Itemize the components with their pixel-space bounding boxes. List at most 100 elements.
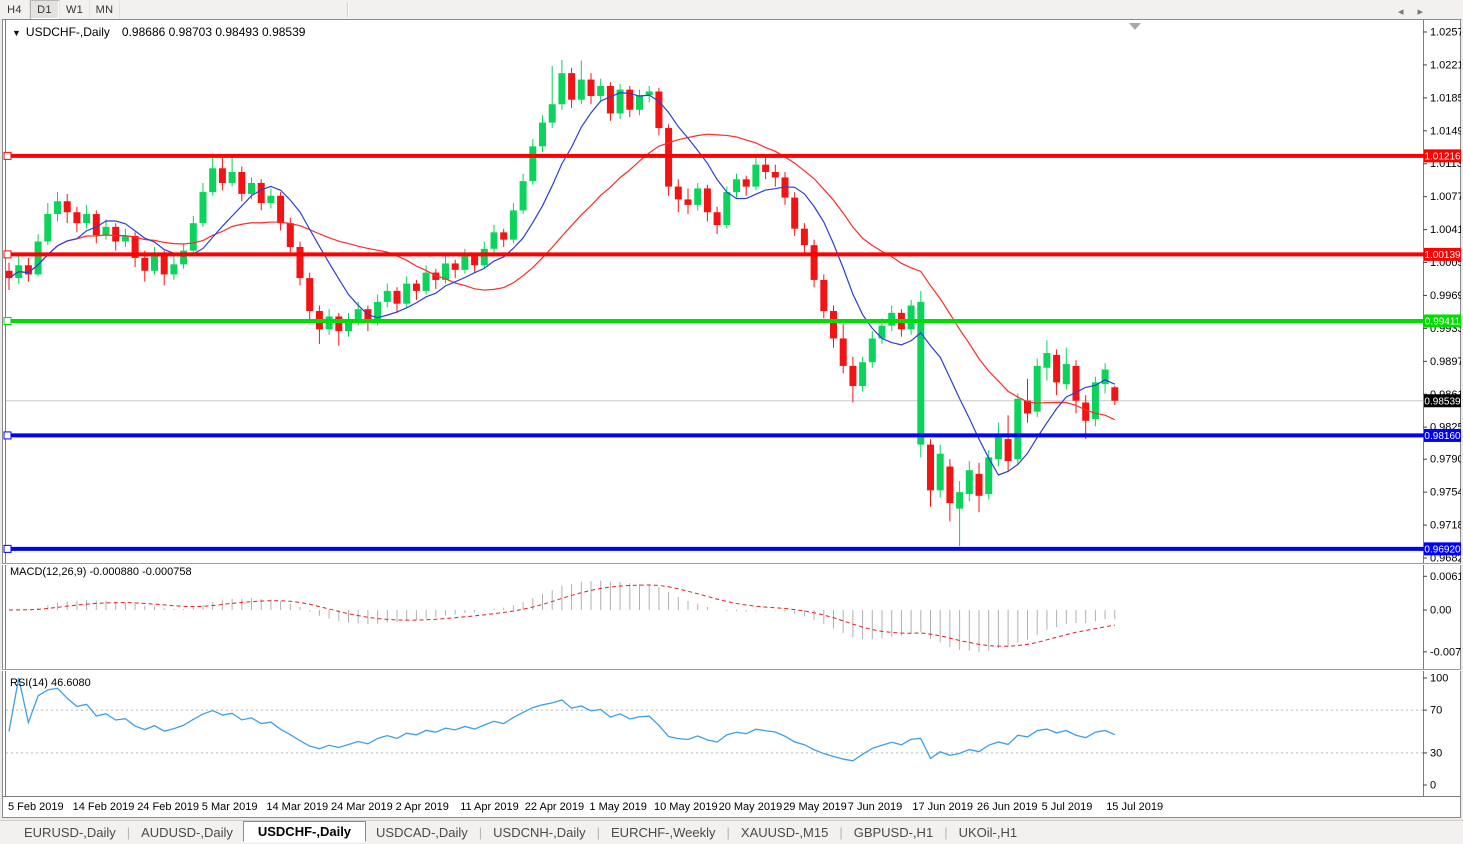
macd-histogram [18, 580, 1116, 652]
tab-divider: | [126, 825, 131, 840]
candle-body [820, 279, 828, 312]
one-click-trading-icon[interactable]: ▼ [12, 28, 21, 38]
candle-body [83, 214, 91, 224]
candle-body [868, 338, 876, 363]
timeframe-button-h4[interactable]: H4 [0, 0, 30, 19]
candle-body [364, 309, 372, 322]
candle-body [63, 201, 71, 213]
candle-body [558, 73, 566, 105]
candle-body [393, 290, 401, 304]
candle-body [539, 122, 546, 147]
svg-text:0.98539: 0.98539 [1424, 396, 1461, 407]
tab-scroll-arrows: ◂▸ [1398, 5, 1437, 18]
candle-body [694, 188, 702, 205]
date-axis-label: 24 Feb 2019 [137, 801, 199, 813]
candle-body [160, 254, 168, 275]
price-level-badge: 0.98160 [1424, 428, 1461, 442]
candle-body [1091, 382, 1099, 419]
svg-text:1.00139: 1.00139 [1424, 250, 1461, 261]
window-border [2, 19, 1461, 818]
candle-body [490, 232, 498, 249]
price-axis-label: 1.00410 [1430, 224, 1461, 236]
candle-body [839, 338, 847, 366]
price-axis-label: 1.00770 [1430, 191, 1461, 203]
timeframe-button-w1[interactable]: W1 [60, 0, 90, 19]
date-axis-label: 14 Mar 2019 [266, 801, 328, 813]
tab-usdchf-daily[interactable]: USDCHF-,Daily [242, 821, 367, 842]
chart-frames [2, 19, 1461, 818]
shift-end-marker-icon[interactable] [1129, 23, 1141, 30]
tab-ukoil-h1[interactable]: UKOil-,H1 [958, 825, 1018, 840]
candle-body [752, 164, 760, 187]
candle-body [73, 212, 81, 224]
line-anchor-handle[interactable] [3, 316, 12, 325]
candle-body [994, 437, 1002, 460]
svg-text:1.01216: 1.01216 [1424, 151, 1461, 162]
candle-body [180, 250, 188, 265]
tab-divider: | [478, 825, 483, 840]
date-axis-label: 10 May 2019 [654, 801, 718, 813]
candle-body [199, 192, 207, 224]
rsi-axis-label: 100 [1430, 673, 1448, 685]
candle-body [1111, 387, 1119, 401]
candle-body [655, 91, 663, 129]
candle-body [345, 320, 352, 332]
rsi-axis-label: 0 [1430, 780, 1436, 792]
date-axis-label: 29 May 2019 [783, 801, 847, 813]
date-axis[interactable]: 5 Feb 2019 14 Feb 2019 24 Feb 2019 5 Mar 20… [8, 801, 1163, 813]
candle-body [529, 146, 537, 182]
current-price-badge: 0.98539 [1424, 394, 1461, 408]
price-axis-label: 1.01850 [1430, 92, 1461, 104]
date-axis-label: 20 May 2019 [719, 801, 783, 813]
line-anchor-handle[interactable] [3, 151, 12, 160]
candle-body [383, 290, 391, 302]
tab-audusd-daily[interactable]: AUDUSD-,Daily [141, 825, 233, 840]
chart-symbol-period: USDCHF-,Daily [25, 25, 110, 39]
candle-body [742, 179, 750, 187]
tab-usdcad-daily[interactable]: USDCAD-,Daily [376, 825, 468, 840]
timeframe-button-mn[interactable]: MN [90, 0, 120, 19]
candle-body [509, 210, 517, 240]
date-axis-label: 5 Jul 2019 [1042, 801, 1093, 813]
timeframe-button-d1[interactable]: D1 [30, 0, 60, 19]
candle-body [1043, 353, 1051, 368]
candle-body [1062, 364, 1070, 385]
tab-scroll-left-button[interactable]: ◂ [1397, 6, 1418, 18]
line-anchor-handle[interactable] [3, 250, 12, 259]
price-axis-label: 1.02210 [1430, 59, 1461, 71]
candle-body [306, 278, 314, 312]
macd-axis-label: 0.00613 [1430, 571, 1461, 583]
candle-body [267, 195, 275, 204]
candle-body [286, 223, 294, 247]
candle-body [354, 309, 362, 321]
line-anchor-handle[interactable] [3, 431, 12, 440]
tab-gbpusd-h1[interactable]: GBPUSD-,H1 [853, 825, 934, 840]
svg-text:0.98160: 0.98160 [1424, 431, 1461, 442]
candle-body [121, 236, 129, 242]
candle-body [965, 470, 973, 494]
tab-scroll-right-button[interactable]: ▸ [1417, 6, 1437, 18]
toolbar-divider [347, 2, 348, 17]
candle-body [703, 188, 711, 213]
tab-xauusd-m15[interactable]: XAUUSD-,M15 [740, 825, 829, 840]
candle-body [442, 263, 449, 280]
candle-body [500, 232, 508, 240]
chart-canvas[interactable]: 1.025701.022101.018501.014901.011301.007… [2, 19, 1461, 818]
candle-body [927, 444, 934, 491]
candle-body [92, 214, 100, 236]
tab-eurchf-weekly[interactable]: EURCHF-,Weekly [611, 825, 716, 840]
tab-usdcnh-daily[interactable]: USDCNH-,Daily [493, 825, 586, 840]
candle-body [674, 186, 682, 200]
candle-body [771, 171, 779, 178]
tab-divider: | [944, 825, 948, 840]
candle-body [907, 305, 915, 330]
candle-body [568, 73, 576, 100]
price-level-badge: 0.99411 [1424, 314, 1461, 328]
line-anchor-handle[interactable] [3, 544, 12, 553]
candle-body [878, 325, 886, 339]
candle-body [519, 181, 527, 211]
price-axis-label: 1.01490 [1430, 125, 1461, 137]
tab-eurusd-daily[interactable]: EURUSD-,Daily [24, 825, 116, 840]
